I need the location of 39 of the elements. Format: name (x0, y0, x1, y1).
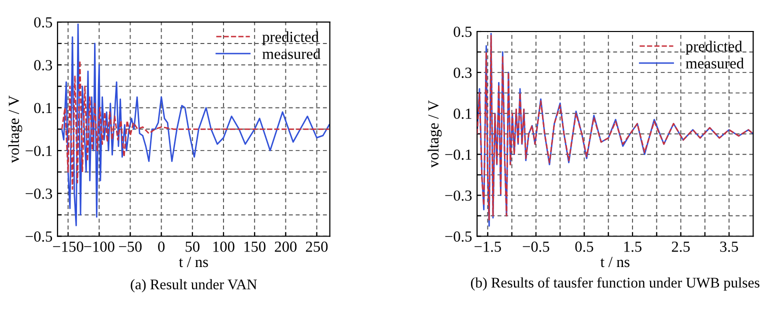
x-tick-label: 1.5 (624, 242, 642, 252)
y-tick-label: −0.5 (26, 231, 52, 242)
x-tick-label: −100 (84, 242, 114, 252)
y-tick-label: −0.1 (445, 149, 472, 160)
line-series (61, 60, 330, 190)
x-tick-label: 50 (186, 242, 200, 252)
x-tick-label: −50 (119, 242, 142, 252)
x-axis-title: t / ns (600, 256, 630, 268)
y-tick-label: 0.1 (34, 102, 52, 114)
y-tick-label: −0.5 (445, 231, 472, 242)
y-tick-label: 0.3 (34, 60, 52, 70)
y-axis-title: voltage / V (428, 100, 442, 168)
legend-label: measured (262, 48, 320, 60)
y-axis-title: voltage / V (8, 96, 22, 163)
x-tick-label: −150 (53, 242, 84, 252)
x-tick-label: 0.5 (575, 242, 594, 252)
y-tick-label: −0.1 (26, 146, 52, 156)
x-tick-label: 200 (274, 242, 297, 252)
legend-label: measured (686, 58, 744, 69)
x-axis-title: t / ns (178, 256, 208, 268)
y-tick-label: −0.3 (26, 188, 52, 199)
x-tick-label: −0.5 (522, 242, 550, 252)
y-tick-label: 0.1 (454, 108, 472, 119)
y-tick-label: 0.5 (454, 26, 472, 38)
legend-label: predicted (686, 40, 742, 55)
y-tick-label: −0.3 (445, 190, 472, 201)
x-tick-label: 100 (213, 242, 234, 252)
x-tick-label: 150 (244, 242, 266, 252)
line-series (61, 23, 330, 226)
text: (b) Results of tausfer function under UWB pulses (470, 277, 760, 291)
x-tick-label: 0 (158, 242, 165, 252)
x-tick-label: 3.5 (720, 242, 738, 252)
y-tick-label: 0.5 (34, 17, 52, 28)
x-tick-label: 250 (306, 242, 328, 252)
y-tick-label: 0.3 (454, 68, 472, 78)
x-tick-label: −1.5 (474, 242, 501, 252)
legend-label: predicted (262, 31, 319, 46)
x-tick-label: 2.5 (672, 242, 690, 252)
text: (a) Result under VAN (130, 279, 257, 292)
